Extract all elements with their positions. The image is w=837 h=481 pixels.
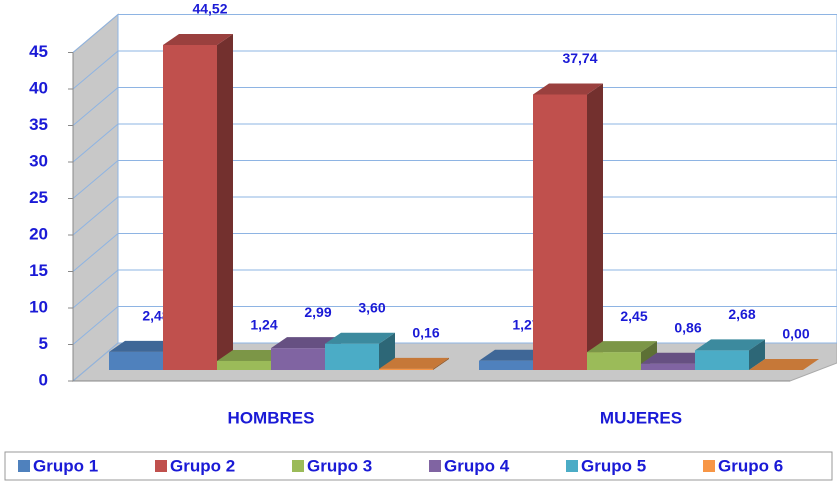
value-label: 44,52 [192, 1, 227, 17]
y-tick-label: 45 [29, 42, 48, 61]
value-label: 2,68 [728, 306, 755, 322]
grid-line [72, 233, 119, 272]
bar-top [641, 352, 711, 364]
y-tick-label: 30 [29, 151, 48, 170]
bar-front [533, 94, 587, 371]
x-tick-label: HOMBRES [228, 408, 315, 427]
y-tick-label: 0 [39, 370, 48, 389]
y-tick-label: 5 [39, 334, 48, 353]
bar [163, 34, 233, 371]
bar-side [749, 339, 765, 370]
value-label: 2,99 [304, 304, 331, 320]
legend-swatch [292, 460, 304, 472]
bar [695, 339, 765, 370]
legend-label: Grupo 5 [581, 456, 646, 475]
bar-top [695, 339, 765, 351]
legend-swatch [566, 460, 578, 472]
legend-label: Grupo 4 [444, 456, 510, 475]
value-label: 0,86 [674, 319, 701, 335]
bar-top [109, 340, 179, 352]
legend-swatch [703, 460, 715, 472]
grid-line [72, 160, 119, 199]
bar-top [325, 332, 395, 344]
grid-line [72, 87, 119, 126]
bar-top [379, 357, 449, 369]
grid-line [72, 14, 119, 53]
value-label: 37,74 [562, 50, 597, 66]
y-tick-label: 25 [29, 188, 48, 207]
value-label: 2,48 [142, 308, 169, 324]
bar-front [695, 350, 749, 370]
bar-side [433, 357, 449, 370]
bar-top [479, 349, 549, 361]
bar-top [533, 83, 603, 95]
bar-front [163, 45, 217, 371]
bar-top [271, 337, 341, 349]
value-label: 3,60 [358, 299, 385, 315]
bar-top [217, 349, 287, 361]
legend-label: Grupo 1 [33, 456, 98, 475]
bar-side [217, 34, 233, 371]
y-tick-label: 10 [29, 297, 48, 316]
bar-top [163, 34, 233, 46]
grid-line [72, 269, 119, 309]
bar-top [749, 359, 819, 370]
bar [749, 359, 819, 370]
grid-line [72, 123, 119, 163]
value-label: 1,24 [250, 317, 277, 333]
bar-front [217, 360, 271, 370]
legend-swatch [429, 460, 441, 472]
grid-line [72, 342, 119, 382]
legend-box [4, 451, 833, 481]
y-tick-label: 35 [29, 115, 48, 134]
legend-swatch [18, 460, 30, 472]
bar-front [641, 363, 695, 370]
bar-front [325, 343, 379, 370]
bar [379, 357, 449, 370]
legend-swatch [155, 460, 167, 472]
x-tick-label: MUJERES [600, 408, 682, 427]
bar [325, 332, 395, 370]
value-label: 1,27 [512, 316, 539, 332]
bar-front [587, 352, 641, 370]
y-tick-label: 20 [29, 224, 48, 243]
grid-line [72, 306, 119, 345]
value-label: 2,45 [620, 308, 647, 324]
grid-line [72, 196, 119, 236]
back-wall [117, 14, 837, 344]
bar [533, 83, 603, 371]
legend-label: Grupo 3 [307, 456, 372, 475]
grid-line [72, 50, 119, 90]
value-label: 0,00 [782, 326, 809, 342]
bar-front [109, 351, 163, 370]
legend-label: Grupo 6 [718, 456, 783, 475]
value-label: 0,16 [412, 325, 439, 341]
bar-side [587, 83, 603, 371]
bar-front [271, 348, 325, 370]
legend-label: Grupo 2 [170, 456, 235, 475]
y-tick-label: 40 [29, 78, 48, 97]
bar-front [479, 360, 533, 370]
bar-top [587, 341, 657, 353]
y-tick-label: 15 [29, 261, 48, 280]
bar-front [379, 368, 433, 370]
